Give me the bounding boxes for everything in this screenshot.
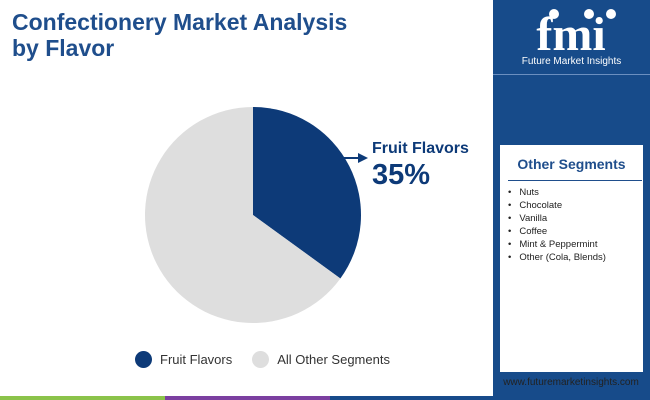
website-url: www.futuremarketinsights.com — [503, 377, 639, 388]
segment-item: Coffee — [508, 225, 606, 238]
legend-item-others: All Other Segments — [252, 350, 390, 368]
legend-label-fruit: Fruit Flavors — [160, 351, 233, 367]
segment-item: Other (Cola, Blends) — [508, 251, 606, 264]
callout-arrow — [338, 153, 368, 163]
segment-item: Vanilla — [508, 212, 606, 225]
panel-divider — [508, 180, 642, 181]
legend-item-fruit: Fruit Flavors — [135, 350, 233, 368]
legend-swatch-fruit — [135, 350, 152, 368]
legend-swatch-others — [252, 350, 270, 368]
pie-slice-all-other-segments — [145, 107, 341, 323]
sidebar-divider — [493, 74, 650, 75]
legend-label-others: All Other Segments — [277, 351, 390, 367]
segment-item: Chocolate — [508, 199, 606, 212]
pie-slice-fruit-flavors — [253, 107, 362, 279]
callout: Fruit Flavors 35% — [372, 139, 469, 192]
svg-text:fmi: fmi — [536, 8, 605, 58]
pie-slices — [145, 107, 362, 323]
chart-legend: Fruit Flavors All Other Segments — [135, 349, 410, 369]
footer-bar-purple — [165, 396, 330, 400]
fmi-logo: fmi Future Market Insights — [493, 0, 650, 73]
segment-list: Nuts Chocolate Vanilla Coffee Mint & Pep… — [508, 186, 606, 264]
page-title: Confectionery Market Analysis by Flavor — [12, 9, 348, 61]
logo-text: Future Market Insights — [521, 56, 622, 67]
fmi-logo-icon: fmi — [536, 8, 616, 61]
footer-bar-green — [0, 396, 165, 400]
segment-item: Nuts — [508, 186, 606, 199]
segment-item: Mint & Peppermint — [508, 238, 606, 251]
panel-title: Other Segments — [517, 156, 626, 172]
other-segments-panel: Other Segments Nuts Chocolate Vanilla Co… — [500, 145, 643, 372]
callout-label: Fruit Flavors — [372, 140, 469, 157]
footer-bar-blue — [330, 396, 650, 400]
callout-value: 35% — [372, 159, 431, 191]
